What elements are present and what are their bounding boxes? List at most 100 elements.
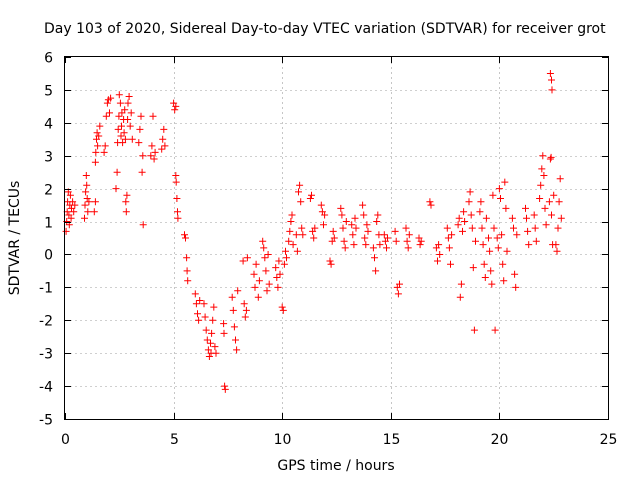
data-point-marker bbox=[403, 237, 411, 245]
data-point-marker bbox=[542, 221, 550, 229]
data-point-marker bbox=[374, 211, 382, 219]
data-point-marker bbox=[308, 191, 315, 199]
data-point-marker bbox=[540, 172, 548, 179]
data-point-marker bbox=[273, 274, 281, 281]
data-point-marker bbox=[255, 277, 263, 285]
data-point-marker bbox=[352, 224, 360, 232]
data-point-marker bbox=[120, 129, 128, 137]
data-point-marker bbox=[212, 349, 220, 357]
y-tick-label: 4 bbox=[44, 117, 53, 133]
data-point-marker bbox=[380, 231, 388, 239]
data-point-marker bbox=[114, 125, 122, 133]
data-point-marker bbox=[172, 102, 180, 110]
data-point-marker bbox=[261, 254, 269, 262]
x-tick-label: 10 bbox=[274, 432, 292, 448]
data-point-marker bbox=[550, 191, 558, 199]
data-point-marker bbox=[211, 343, 219, 351]
data-point-marker bbox=[360, 211, 368, 219]
data-point-marker bbox=[427, 201, 435, 209]
data-point-marker bbox=[209, 316, 217, 324]
data-point-marker bbox=[495, 185, 503, 193]
data-point-marker bbox=[151, 148, 159, 156]
data-point-marker bbox=[481, 274, 489, 281]
data-point-marker bbox=[546, 70, 554, 77]
data-point-marker bbox=[125, 93, 133, 100]
data-point-marker bbox=[174, 214, 182, 222]
y-tick-label: -3 bbox=[39, 347, 53, 363]
data-point-marker bbox=[124, 99, 132, 107]
data-point-marker bbox=[82, 188, 90, 196]
data-point-marker bbox=[342, 218, 350, 225]
data-point-marker bbox=[118, 122, 125, 130]
data-point-marker bbox=[280, 260, 288, 268]
data-point-marker bbox=[182, 234, 189, 242]
data-point-marker bbox=[82, 172, 90, 179]
data-point-marker bbox=[362, 241, 370, 249]
data-point-marker bbox=[71, 201, 79, 209]
data-point-marker bbox=[293, 247, 301, 255]
data-point-marker bbox=[498, 231, 506, 239]
data-point-marker bbox=[221, 382, 229, 390]
data-point-marker bbox=[456, 293, 464, 301]
data-point-marker bbox=[150, 155, 158, 163]
data-point-marker bbox=[556, 175, 564, 183]
data-point-marker bbox=[263, 287, 271, 295]
data-point-marker bbox=[232, 336, 239, 344]
data-point-marker bbox=[531, 224, 539, 232]
data-point-marker bbox=[103, 99, 111, 107]
data-point-marker bbox=[434, 257, 441, 265]
data-point-marker bbox=[127, 109, 135, 117]
data-point-marker bbox=[286, 227, 294, 235]
data-point-marker bbox=[122, 208, 130, 216]
data-point-marker bbox=[417, 237, 425, 245]
plot-frame bbox=[64, 56, 609, 420]
data-point-marker bbox=[94, 142, 102, 150]
data-point-marker bbox=[487, 267, 495, 275]
data-point-marker bbox=[91, 158, 99, 166]
data-point-marker bbox=[243, 254, 251, 262]
data-point-marker bbox=[530, 211, 538, 219]
data-point-marker bbox=[123, 191, 131, 199]
data-point-marker bbox=[485, 234, 492, 242]
data-point-marker bbox=[113, 168, 121, 176]
data-point-marker bbox=[372, 267, 380, 275]
data-point-marker bbox=[137, 112, 145, 120]
data-point-marker bbox=[183, 254, 191, 262]
data-point-marker bbox=[139, 221, 147, 229]
data-point-marker bbox=[101, 142, 109, 150]
data-point-marker bbox=[539, 152, 547, 160]
data-point-marker bbox=[306, 195, 314, 202]
data-point-marker bbox=[107, 94, 115, 102]
data-point-marker bbox=[454, 221, 462, 229]
data-point-marker bbox=[469, 264, 477, 272]
data-point-marker bbox=[350, 241, 358, 249]
data-point-marker bbox=[160, 125, 168, 133]
data-point-marker bbox=[546, 155, 554, 163]
data-point-marker bbox=[364, 227, 372, 235]
data-point-marker bbox=[147, 152, 155, 160]
data-point-marker bbox=[330, 234, 338, 242]
data-point-marker bbox=[121, 135, 129, 143]
data-point-marker bbox=[85, 198, 93, 206]
data-point-marker bbox=[67, 214, 75, 222]
data-point-marker bbox=[276, 270, 284, 278]
data-point-marker bbox=[525, 241, 533, 249]
data-point-marker bbox=[200, 300, 208, 308]
data-point-marker bbox=[405, 231, 413, 239]
data-point-marker bbox=[62, 227, 70, 235]
data-point-marker bbox=[210, 303, 218, 311]
data-point-marker bbox=[96, 122, 104, 130]
data-point-marker bbox=[208, 329, 216, 337]
data-point-marker bbox=[251, 283, 259, 291]
data-point-marker bbox=[117, 132, 125, 140]
data-point-marker bbox=[66, 191, 74, 199]
data-point-marker bbox=[173, 195, 181, 202]
y-tick-label: 1 bbox=[44, 216, 53, 232]
x-tick-label: 20 bbox=[491, 432, 509, 448]
data-point-marker bbox=[230, 323, 238, 331]
data-point-marker bbox=[502, 204, 510, 212]
y-tick-label: -5 bbox=[39, 413, 53, 429]
data-point-marker bbox=[149, 112, 157, 120]
data-point-marker bbox=[391, 227, 399, 235]
